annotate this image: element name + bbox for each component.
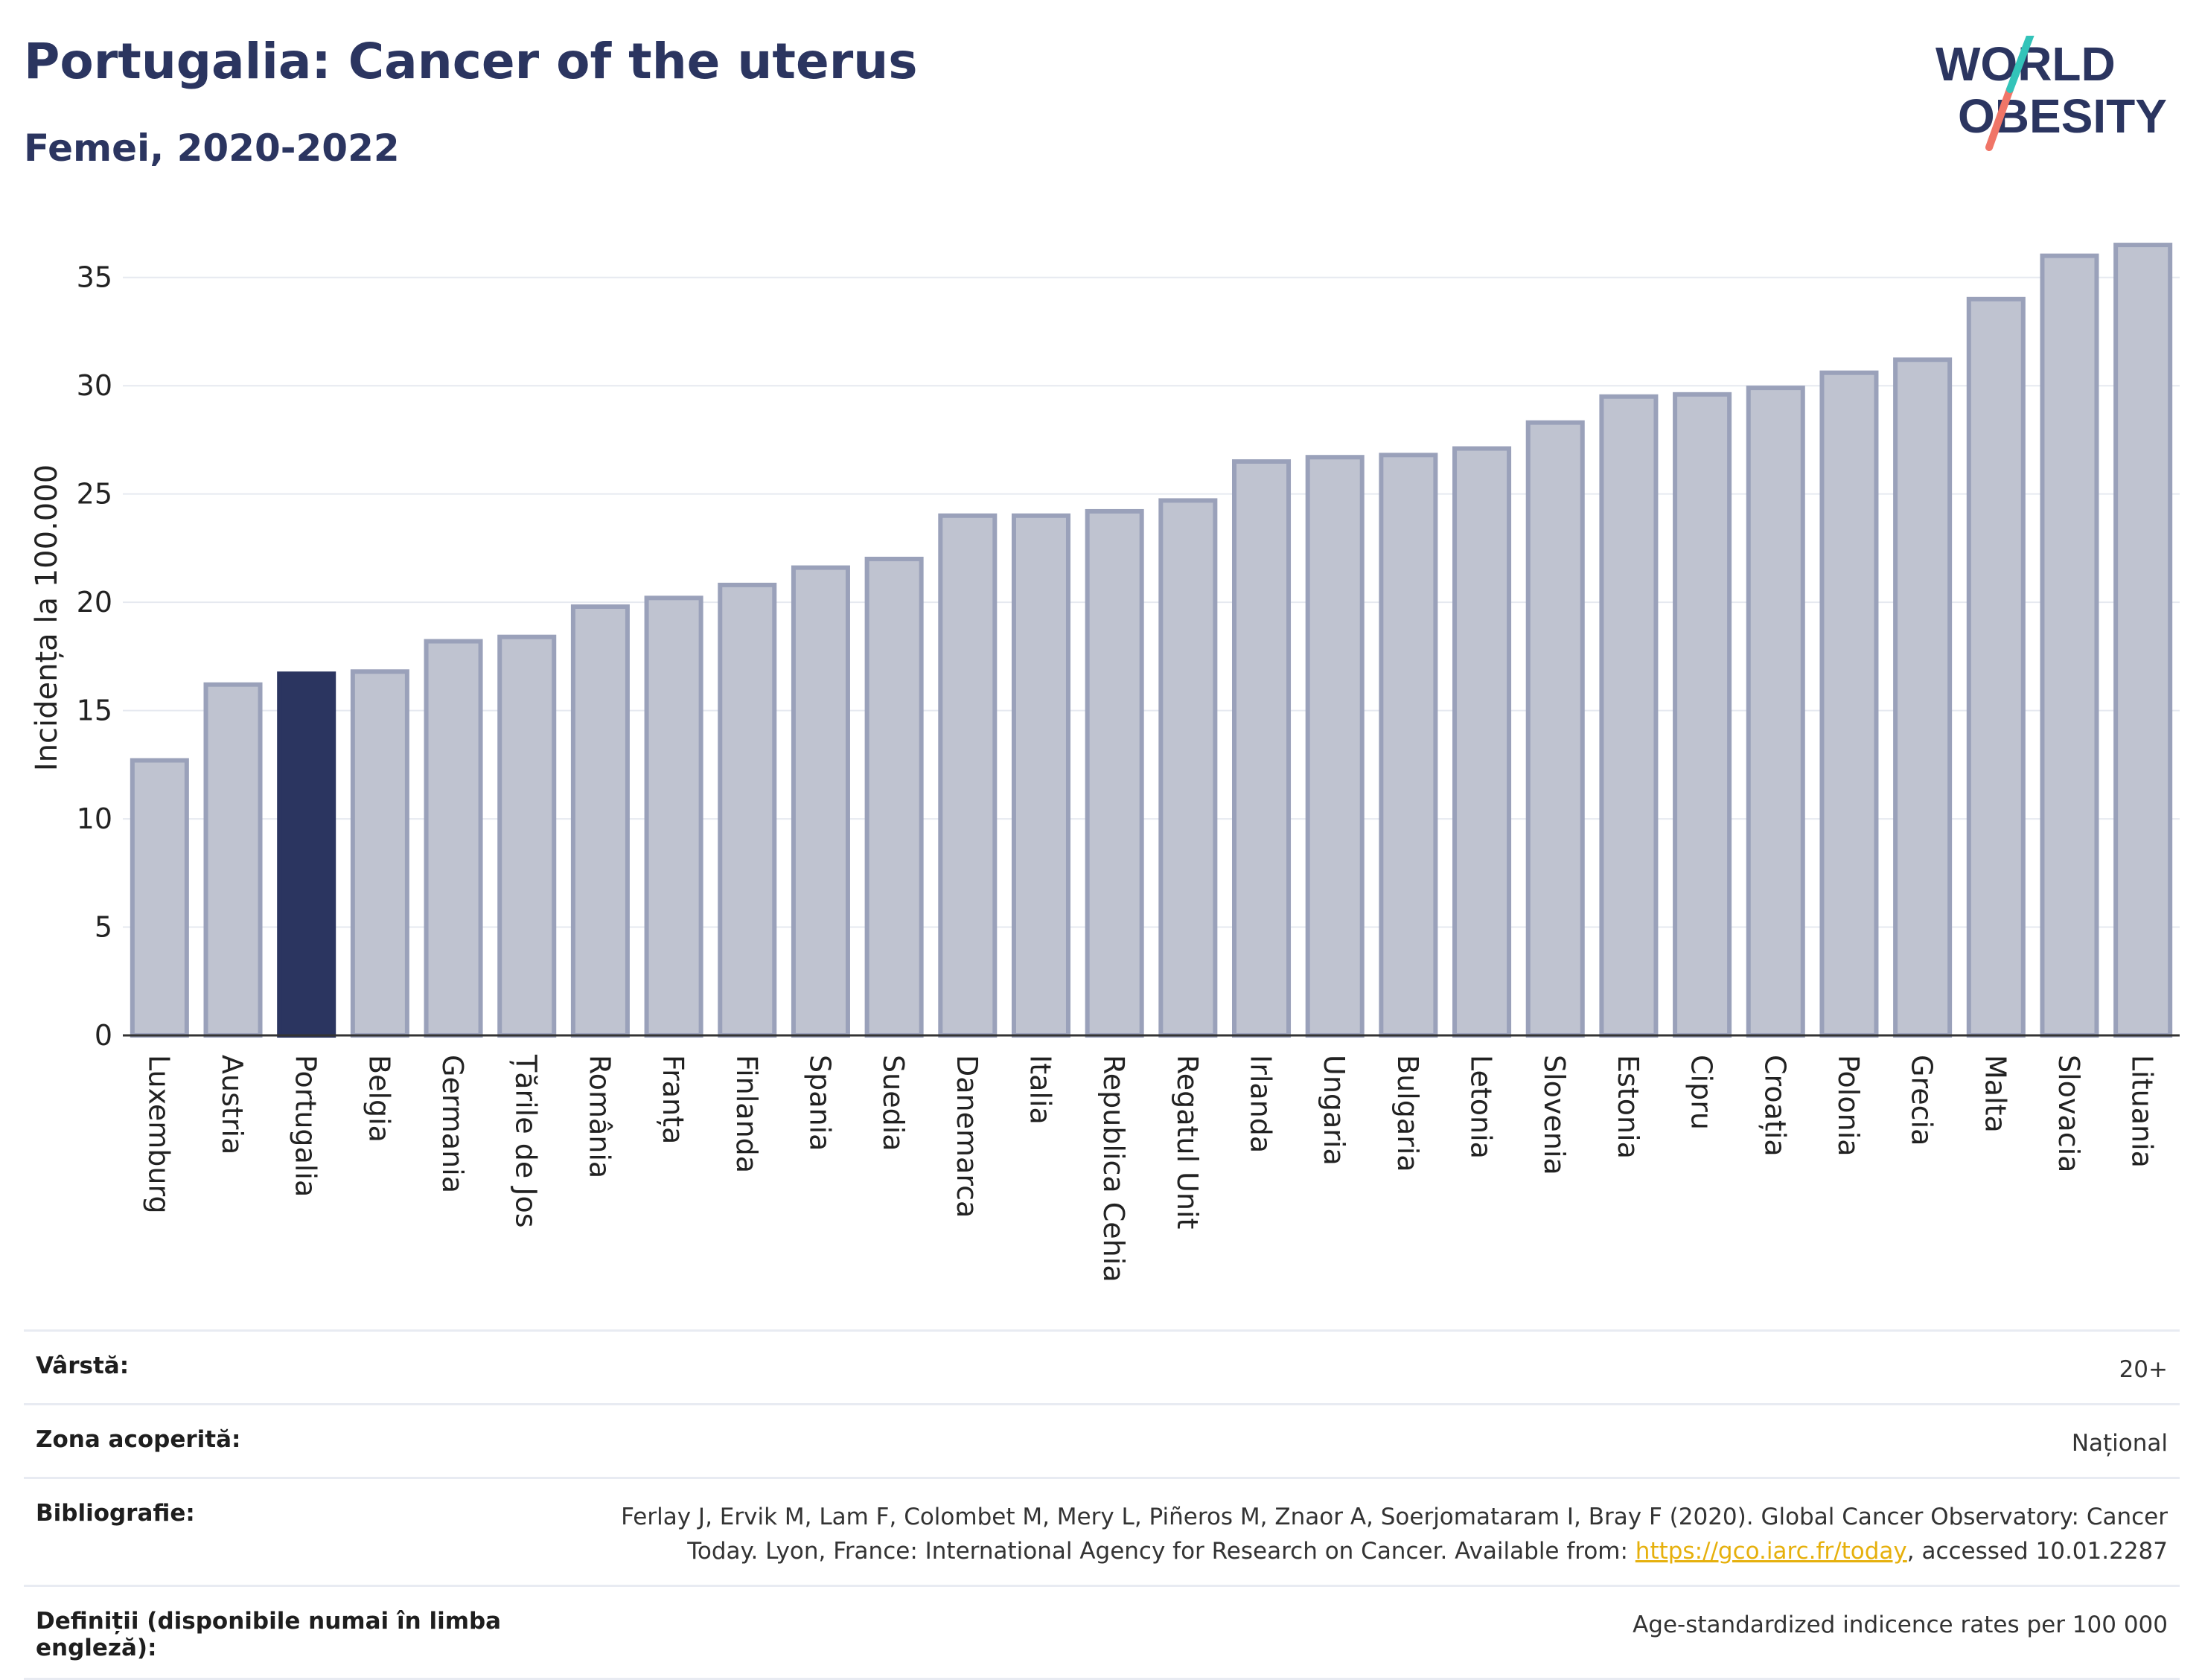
- x-tick-label: România: [583, 1055, 616, 1178]
- bib-line2-pre: Today. Lyon, France: International Agenc…: [687, 1538, 1635, 1565]
- bar: [1379, 453, 1438, 1038]
- bar: [718, 582, 777, 1038]
- y-tick-label: 15: [77, 694, 112, 727]
- bar: [1746, 386, 1805, 1038]
- x-tick-label: Belgia: [363, 1055, 395, 1143]
- chart-title: Portugalia: Cancer of the uterus: [24, 33, 918, 90]
- bar: [938, 513, 998, 1038]
- x-tick-label: Franța: [657, 1055, 689, 1144]
- x-tick-label: Estonia: [1612, 1055, 1644, 1159]
- bar-highlighted: [277, 671, 336, 1038]
- bar: [1966, 296, 2026, 1038]
- x-tick-label: Portugalia: [290, 1055, 322, 1197]
- bar: [791, 565, 850, 1038]
- meta-area-value: Național: [524, 1403, 2180, 1478]
- y-tick-label: 0: [95, 1019, 112, 1052]
- y-axis-label: Incidența la 100.000: [30, 464, 64, 771]
- meta-def-value: Age-standardized indicence rates per 100…: [524, 1585, 2180, 1680]
- meta-row-bibliography: Bibliografie: Ferlay J, Ervik M, Lam F, …: [24, 1477, 2180, 1586]
- x-tick-label: Slovacia: [2052, 1055, 2085, 1172]
- meta-def-label: Definiții (disponibile numai în limba en…: [24, 1585, 524, 1680]
- bar: [644, 595, 703, 1038]
- bar: [1158, 498, 1218, 1038]
- axes: 0 5 10 15 20 25 30 35 Luxemburg Austria Portugalia…: [77, 261, 2180, 1283]
- x-tick-label: Spania: [803, 1055, 836, 1151]
- bars: [130, 243, 2173, 1038]
- bar: [130, 758, 189, 1038]
- bib-line1: Ferlay J, Ervik M, Lam F, Colombet M, Me…: [621, 1504, 2168, 1530]
- bar: [497, 634, 557, 1038]
- meta-row-definitions: Definiții (disponibile numai în limba en…: [24, 1585, 2180, 1680]
- x-tick-label: Letonia: [1465, 1055, 1498, 1159]
- x-tick-label: Ungaria: [1318, 1055, 1350, 1166]
- y-tick-label: 25: [77, 478, 112, 511]
- world-obesity-logo: WORLD OBESITY: [1935, 36, 2167, 151]
- y-tick-label: 35: [77, 261, 112, 294]
- x-tick-label: Suedia: [877, 1055, 910, 1152]
- x-tick-label: Regatul Unit: [1171, 1055, 1204, 1229]
- x-tick-label: Bulgaria: [1391, 1055, 1424, 1172]
- x-tick-label: Cipru: [1685, 1055, 1718, 1130]
- meta-age-label: Vârstă:: [24, 1329, 524, 1405]
- meta-row-age: Vârstă: 20+: [24, 1329, 2180, 1405]
- bar: [424, 639, 483, 1038]
- x-tick-label: Danemarca: [951, 1055, 983, 1218]
- bar: [350, 669, 409, 1038]
- x-tick-label: Irlanda: [1245, 1055, 1277, 1153]
- x-tick-label: Republica Cehia: [1097, 1055, 1130, 1283]
- meta-bib-value: Ferlay J, Ervik M, Lam F, Colombet M, Me…: [524, 1477, 2180, 1586]
- x-tick-label: Germania: [436, 1055, 469, 1193]
- x-tick-label: Malta: [1979, 1055, 2011, 1133]
- bar: [1011, 513, 1070, 1038]
- x-tick-label: Austria: [216, 1055, 249, 1154]
- logo-slash-teal: [2006, 36, 2035, 93]
- meta-bib-label: Bibliografie:: [24, 1477, 524, 1586]
- meta-area-label: Zona acoperită:: [24, 1403, 524, 1478]
- x-tick-label: Italia: [1024, 1055, 1056, 1125]
- bar: [2040, 253, 2099, 1038]
- x-tick-label: Finlanda: [730, 1055, 763, 1173]
- y-tick-label: 10: [77, 802, 112, 835]
- meta-row-area: Zona acoperită: Național: [24, 1403, 2180, 1478]
- x-tick-label: Lituania: [2126, 1055, 2159, 1168]
- bib-line2-post: , accessed 10.01.2287: [1906, 1538, 2168, 1565]
- x-tick-label: Polonia: [1832, 1055, 1865, 1157]
- bar: [1673, 392, 1732, 1038]
- x-tick-label: Țările de Jos: [510, 1054, 543, 1228]
- bar-chart: 0 5 10 15 20 25 30 35 Luxemburg Austria Portugalia…: [30, 243, 2180, 1283]
- bar: [570, 604, 630, 1038]
- bar: [1305, 455, 1365, 1038]
- metadata-table: Vârstă: 20+ Zona acoperită: Național Bib…: [24, 1329, 2180, 1680]
- x-tick-label: Croația: [1758, 1055, 1791, 1157]
- y-tick-label: 20: [77, 586, 112, 619]
- x-tick-label: Luxemburg: [142, 1055, 175, 1214]
- x-tick-label: Grecia: [1906, 1055, 1938, 1146]
- bar: [1599, 394, 1659, 1038]
- y-tick-label: 30: [77, 369, 112, 402]
- bib-link[interactable]: https://gco.iarc.fr/today: [1635, 1538, 1907, 1565]
- bar: [1525, 420, 1585, 1038]
- bar: [2113, 243, 2173, 1038]
- bar: [203, 682, 263, 1038]
- bar: [1893, 357, 1953, 1038]
- meta-age-value: 20+: [524, 1329, 2180, 1405]
- y-tick-label: 5: [95, 911, 112, 944]
- bar: [1452, 446, 1512, 1038]
- bar: [1819, 370, 1879, 1038]
- logo-slash-red: [1985, 86, 2014, 151]
- x-tick-label: Slovenia: [1538, 1055, 1571, 1175]
- bar: [864, 556, 924, 1038]
- chart-subtitle: Femei, 2020-2022: [24, 127, 400, 170]
- bar: [1232, 459, 1292, 1038]
- bar: [1085, 508, 1144, 1038]
